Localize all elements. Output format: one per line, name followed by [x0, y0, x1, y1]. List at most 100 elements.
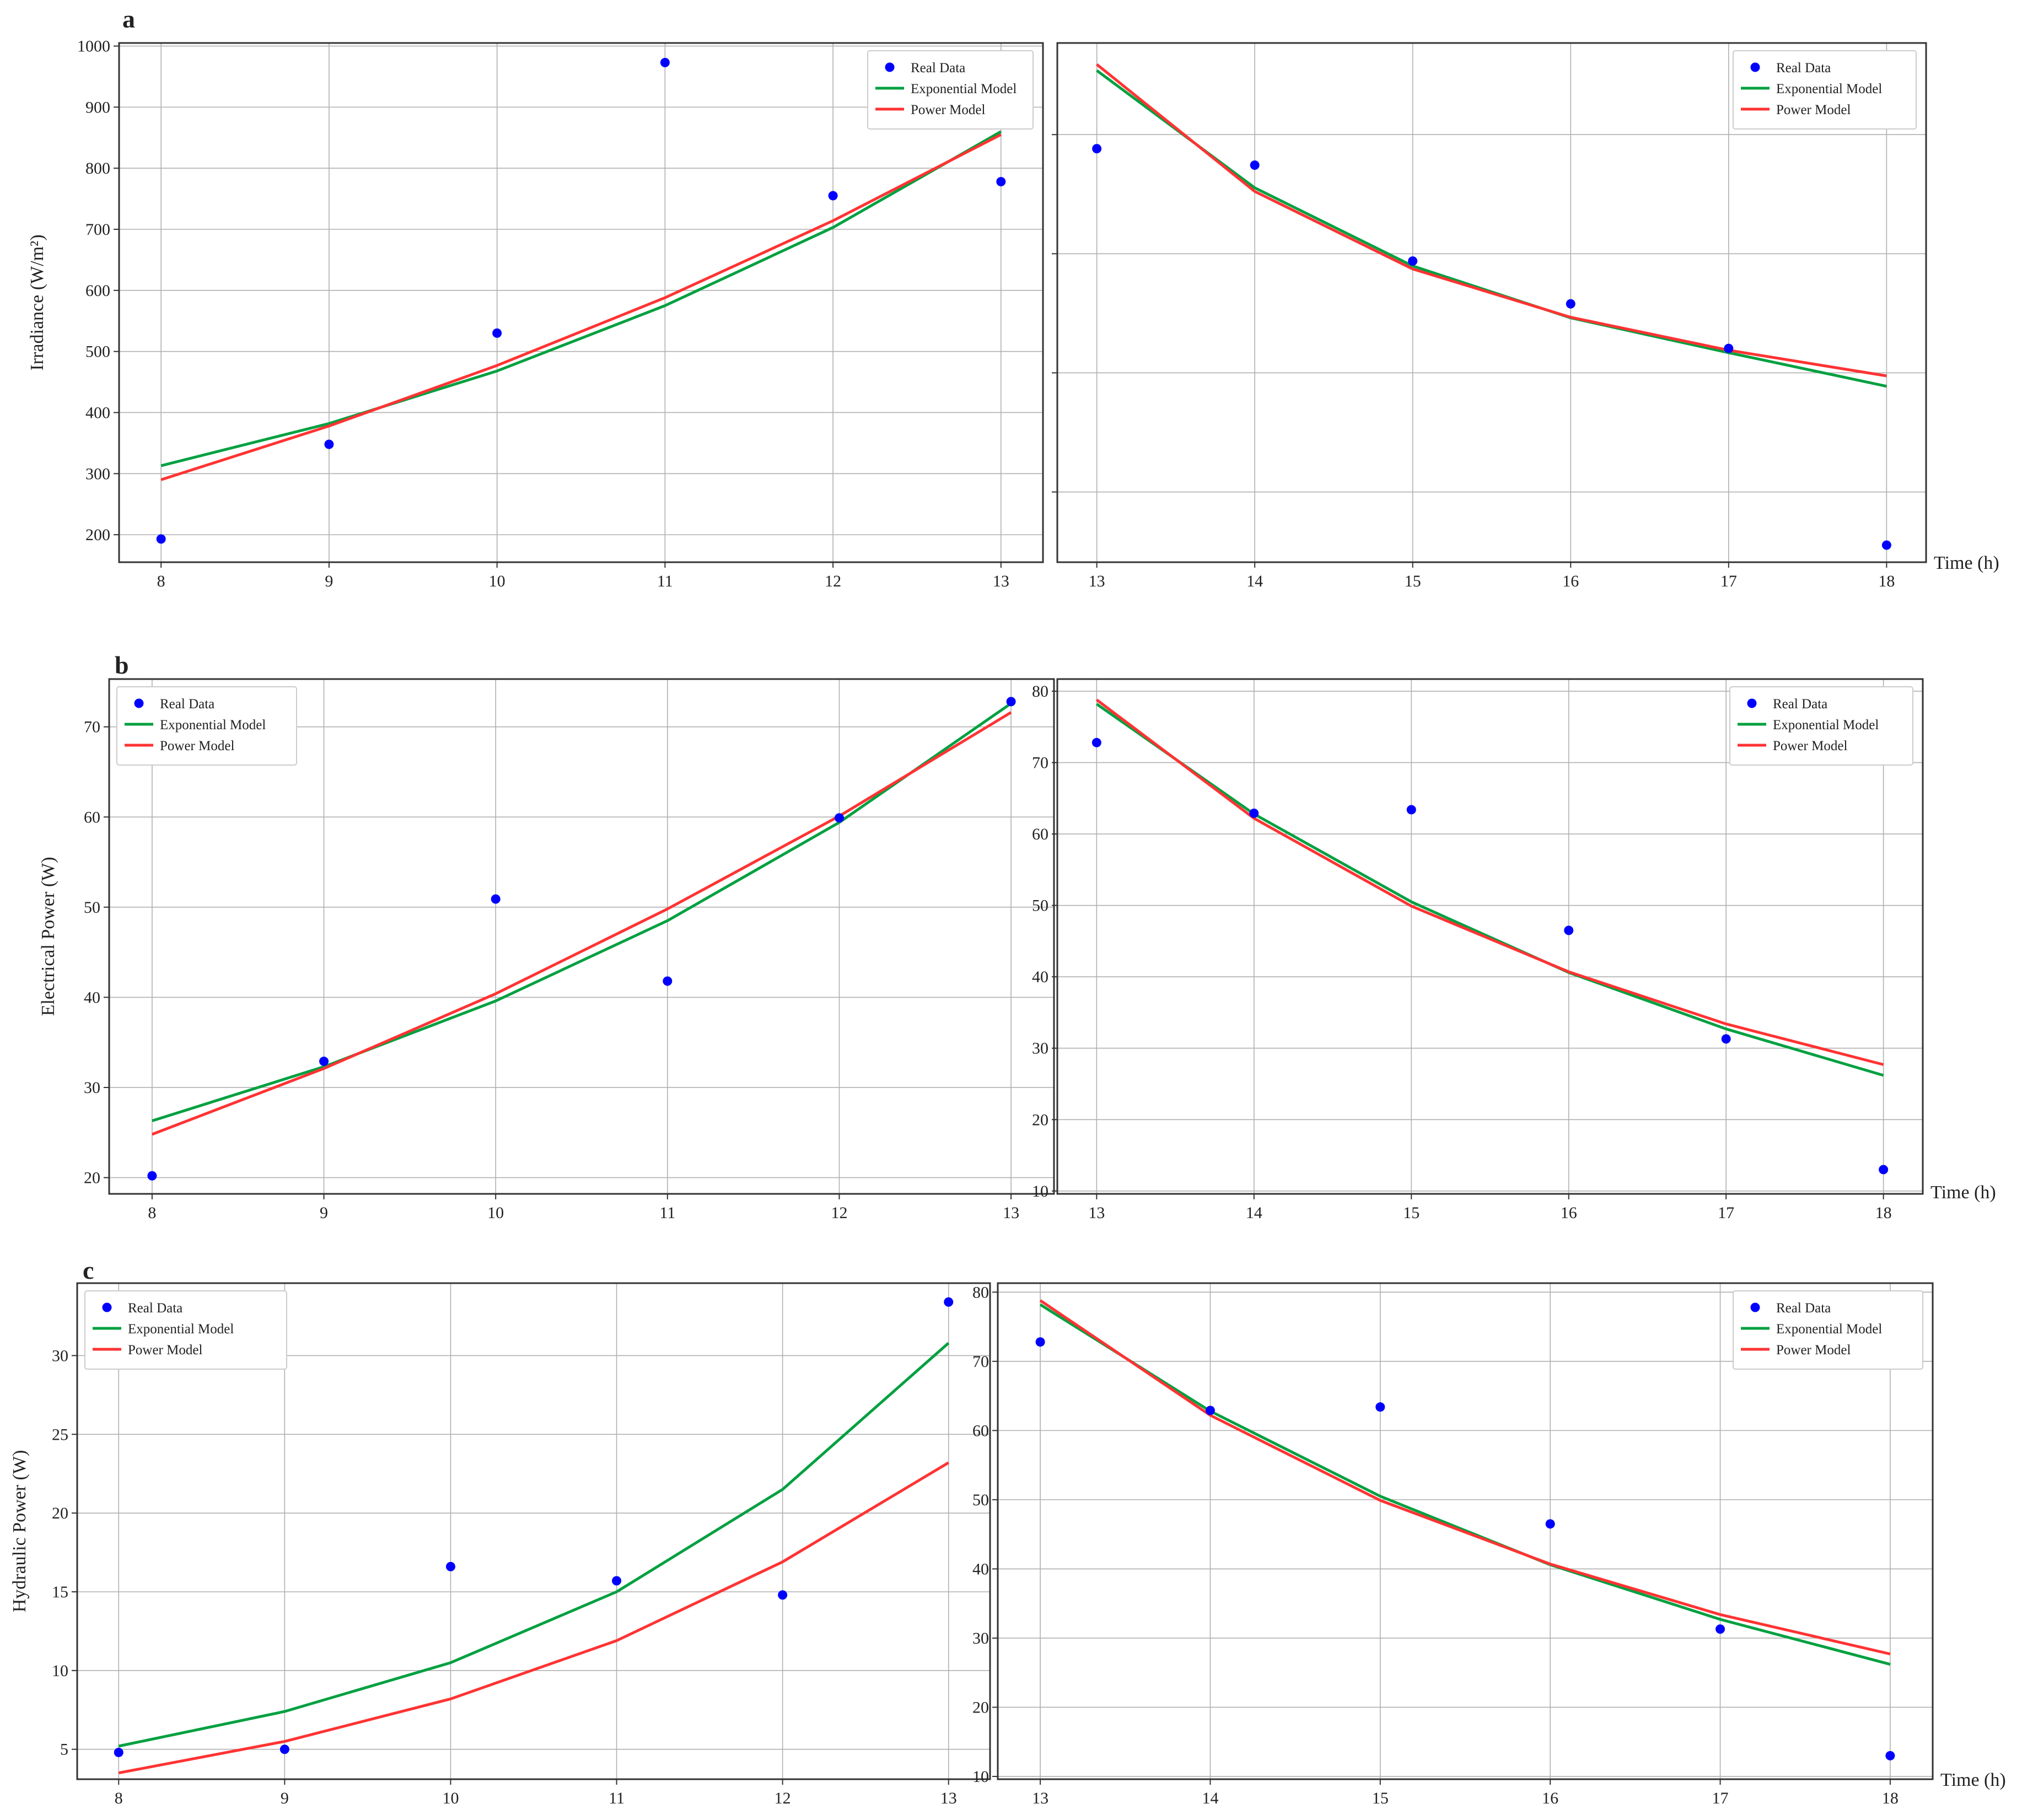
- exponential-model-line: [1039, 1303, 1891, 1666]
- panels-layer: 8 9 10 11 12 13 200 300 400 500 600 700 800 900 1000 Re…: [9, 37, 2006, 1807]
- real-data-point: [1885, 1751, 1895, 1760]
- exponential-model-line: [160, 130, 1002, 467]
- legend-label: Power Model: [1776, 1343, 1851, 1358]
- legend-label: Power Model: [160, 739, 234, 753]
- chart-panel-a-left: 8 9 10 11 12 13 200 300 400 500 600 700 800 900 1000 Re…: [27, 37, 1044, 590]
- y-tick-label: 40: [972, 1560, 989, 1578]
- power-model-line: [1039, 1299, 1891, 1656]
- x-tick-label: 13: [1089, 572, 1105, 590]
- real-data-point: [1250, 160, 1260, 170]
- legend-marker-dot: [1750, 62, 1760, 72]
- real-data-point: [1566, 299, 1575, 309]
- real-data-point: [1716, 1624, 1725, 1634]
- x-tick-label: 15: [1405, 572, 1421, 590]
- y-tick-label: 10: [52, 1662, 68, 1680]
- y-tick-label: 15: [52, 1583, 68, 1601]
- y-tick-label: 50: [84, 898, 100, 917]
- real-data-point: [1035, 1337, 1045, 1347]
- exponential-model-line: [1095, 703, 1884, 1077]
- real-data-point: [1092, 144, 1102, 154]
- legend-label: Real Data: [1773, 697, 1827, 712]
- legend-label: Exponential Model: [1773, 718, 1879, 733]
- y-tick-label: 30: [1032, 1040, 1048, 1058]
- legend-label: Exponential Model: [1776, 1322, 1882, 1337]
- real-data-point: [279, 1744, 289, 1754]
- y-tick-label: 10: [972, 1768, 989, 1786]
- x-tick-label: 11: [609, 1789, 625, 1807]
- real-data-point: [319, 1057, 329, 1067]
- real-data-point: [660, 57, 670, 67]
- x-tick-label: 12: [825, 572, 841, 590]
- y-tick-label: 30: [84, 1079, 100, 1097]
- y-tick-label: 60: [84, 808, 100, 826]
- x-tick-label: 18: [1875, 1204, 1892, 1222]
- x-tick-label: 15: [1372, 1789, 1389, 1807]
- y-tick-label: 80: [972, 1283, 989, 1301]
- x-tick-label: 14: [1246, 572, 1263, 590]
- real-data-point: [1249, 809, 1259, 819]
- legend: Real Data Exponential Model Power Model: [1733, 50, 1917, 130]
- real-data-point: [324, 439, 334, 449]
- x-tick-label: 13: [1032, 1789, 1048, 1807]
- legend-label: Real Data: [1776, 61, 1831, 76]
- plot-frame: [997, 1282, 1934, 1780]
- x-tick-label: 15: [1403, 1204, 1419, 1222]
- real-data-point: [1724, 343, 1734, 353]
- exponential-model-line: [118, 1342, 950, 1748]
- legend-label: Power Model: [128, 1343, 202, 1358]
- x-tick-label: 11: [659, 1204, 675, 1222]
- x-tick-label: 8: [115, 1789, 123, 1807]
- legend-marker-dot: [134, 698, 144, 708]
- y-tick-label: 800: [85, 159, 110, 177]
- real-data-point: [834, 813, 844, 823]
- real-data-point: [1721, 1034, 1731, 1044]
- y-tick-label: 40: [84, 988, 100, 1006]
- x-tick-label: 17: [1720, 572, 1737, 590]
- x-axis-title: Time (h): [1934, 553, 1999, 573]
- x-tick-label: 18: [1878, 572, 1895, 590]
- y-axis-title: Hydraulic Power (W): [9, 1450, 30, 1613]
- x-tick-label: 9: [320, 1204, 328, 1222]
- legend-label: Real Data: [1776, 1301, 1831, 1316]
- real-data-point: [445, 1561, 455, 1571]
- legend-box: [84, 1290, 287, 1370]
- chart-panel-a-right: 13 14 15 16 17 18 Real Data Exponential Model Po…: [1052, 42, 1999, 590]
- legend-label: Real Data: [128, 1301, 182, 1316]
- real-data-point: [1406, 805, 1416, 815]
- legend-label: Power Model: [1776, 103, 1851, 117]
- y-tick-label: 10: [1032, 1182, 1048, 1200]
- legend-marker-dot: [885, 62, 895, 72]
- y-tick-label: 25: [52, 1425, 68, 1444]
- plot-frame: [118, 42, 1044, 563]
- real-data-point: [778, 1590, 788, 1600]
- exponential-model-line: [152, 702, 1012, 1122]
- x-tick-label: 9: [325, 572, 333, 590]
- legend: Real Data Exponential Model Power Model: [867, 50, 1034, 130]
- real-data-point: [147, 1171, 157, 1181]
- real-data-point: [944, 1297, 954, 1307]
- legend-box: [1733, 50, 1917, 130]
- y-tick-label: 20: [52, 1504, 68, 1522]
- x-tick-label: 13: [1003, 1204, 1019, 1222]
- y-tick-label: 60: [1032, 825, 1048, 843]
- legend-box: [867, 50, 1034, 130]
- y-tick-label: 70: [1032, 754, 1048, 772]
- legend-label: Power Model: [1773, 739, 1847, 753]
- legend-marker-dot: [1747, 698, 1757, 708]
- y-tick-label: 400: [85, 403, 110, 422]
- real-data-point: [663, 976, 673, 986]
- x-tick-label: 13: [993, 572, 1009, 590]
- legend: Real Data Exponential Model Power Model: [1729, 686, 1913, 766]
- real-data-point: [156, 534, 166, 544]
- real-data-point: [1879, 1165, 1889, 1175]
- y-axis-title: Irradiance (W/m²): [27, 234, 47, 370]
- x-tick-label: 9: [281, 1789, 289, 1807]
- panel-letter-c: c: [83, 1256, 94, 1284]
- y-tick-label: 40: [1032, 968, 1048, 986]
- power-model-line: [118, 1461, 949, 1775]
- legend: Real Data Exponential Model Power Model: [116, 686, 297, 766]
- y-tick-label: 20: [1032, 1111, 1048, 1129]
- x-tick-label: 12: [831, 1204, 847, 1222]
- x-tick-label: 10: [489, 572, 506, 590]
- x-tick-label: 10: [442, 1789, 459, 1807]
